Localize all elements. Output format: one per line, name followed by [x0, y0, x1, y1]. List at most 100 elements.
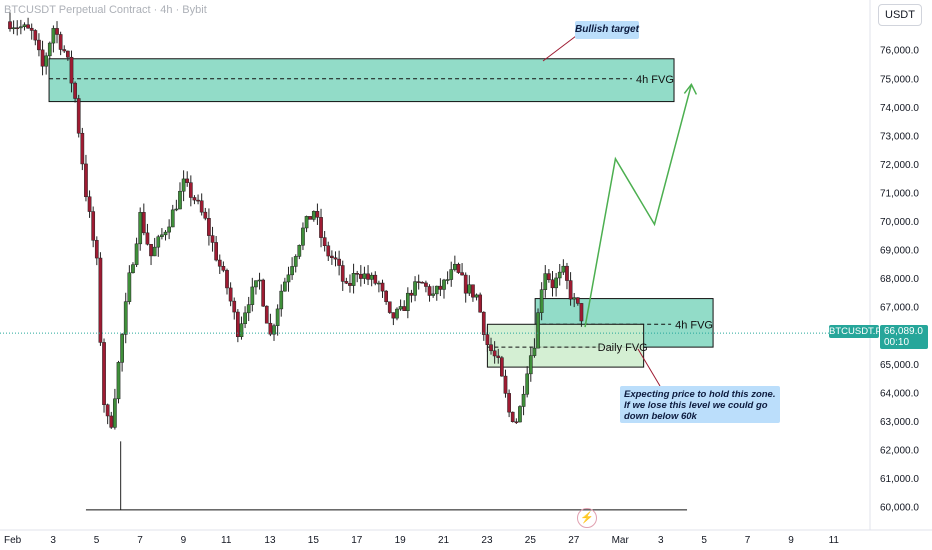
- candle-body: [185, 178, 190, 183]
- candle-body: [463, 274, 468, 294]
- x-tick-label: 25: [525, 535, 537, 546]
- fvg-zone-label: 4h FVG: [636, 74, 674, 86]
- candle-body: [178, 190, 182, 210]
- projection-arrowhead: [683, 83, 698, 95]
- hold-zone-pointer: [637, 348, 661, 387]
- candle-body: [47, 42, 52, 57]
- candle-body: [297, 244, 302, 257]
- y-tick-label: 61,000.0: [880, 474, 919, 485]
- projection-path: [584, 84, 693, 328]
- candle-body: [380, 282, 385, 292]
- candle-body: [214, 242, 219, 261]
- candle-body: [141, 212, 146, 234]
- candle-body: [58, 34, 63, 50]
- x-tick-label: 27: [568, 535, 580, 546]
- candle-body: [239, 323, 244, 338]
- candle-body: [431, 293, 435, 296]
- y-tick-label: 62,000.0: [880, 445, 919, 456]
- candle-body: [37, 39, 41, 51]
- candle-body: [485, 334, 490, 345]
- candle-body: [409, 292, 414, 296]
- candle-body: [438, 285, 443, 290]
- tradingview-logo[interactable]: ⚡: [577, 508, 597, 528]
- candle-body: [170, 209, 175, 228]
- candle-body: [304, 216, 309, 229]
- candle-body: [550, 279, 555, 289]
- candle-body: [236, 311, 240, 338]
- candle-body: [217, 259, 222, 267]
- y-tick-label: 64,000.0: [880, 388, 919, 399]
- bar-countdown: 00:10: [884, 337, 910, 348]
- candle-body: [420, 282, 425, 284]
- candle-body: [51, 28, 56, 44]
- x-tick-label: 19: [395, 535, 407, 546]
- candle-body: [160, 234, 164, 237]
- candle-body: [275, 308, 280, 326]
- candle-body: [330, 255, 334, 258]
- candle-body: [398, 306, 403, 310]
- candle-body: [366, 273, 370, 280]
- candle-body: [326, 245, 331, 257]
- candle-body: [572, 297, 577, 300]
- candle-body: [188, 182, 193, 198]
- y-tick-label: 71,000.0: [880, 188, 919, 199]
- candle-body: [539, 289, 544, 313]
- bullish-target-pointer: [542, 35, 577, 62]
- candle-body: [26, 24, 30, 29]
- candles: [8, 12, 584, 510]
- candle-body: [84, 163, 88, 198]
- candle-body: [228, 287, 233, 302]
- x-tick-label: 9: [788, 535, 794, 546]
- candle-body: [301, 227, 305, 246]
- x-tick-label: 3: [658, 535, 664, 546]
- y-tick-label: 72,000.0: [880, 160, 919, 171]
- candle-body: [322, 237, 327, 247]
- currency-button[interactable]: USDT: [878, 4, 922, 26]
- candle-body: [131, 264, 135, 274]
- candle-body: [369, 274, 374, 280]
- y-tick-label: 63,000.0: [880, 417, 919, 428]
- candle-body: [19, 26, 23, 29]
- candle-body: [528, 355, 533, 375]
- hold-zone-note: Expecting price to hold this zone. If we…: [620, 386, 780, 423]
- candle-body: [109, 415, 114, 428]
- candle-body: [387, 301, 392, 313]
- candle-body: [561, 265, 566, 273]
- candle-body: [337, 258, 341, 266]
- candle-body: [308, 216, 313, 220]
- last-price-label: 66,089.0 00:10: [880, 325, 928, 349]
- y-tick-label: 60,000.0: [880, 503, 919, 514]
- candle-body: [351, 273, 356, 286]
- candle-body: [362, 273, 367, 279]
- x-tick-label: 21: [438, 535, 450, 546]
- candle-body: [272, 325, 276, 335]
- candle-body: [442, 279, 446, 290]
- candle-body: [449, 269, 454, 280]
- candle-body: [250, 286, 255, 305]
- candle-body: [91, 211, 96, 241]
- candle-body: [503, 375, 508, 394]
- candle-body: [471, 284, 475, 298]
- candle-body: [221, 266, 226, 271]
- candle-body: [66, 50, 70, 58]
- candle-body: [311, 211, 316, 220]
- candle-body: [123, 301, 128, 335]
- x-tick-label: 3: [50, 535, 56, 546]
- x-tick-label: 5: [701, 535, 707, 546]
- candle-body: [507, 393, 511, 413]
- candle-body: [76, 98, 81, 134]
- x-tick-label: Feb: [4, 535, 22, 546]
- candle-body: [474, 294, 479, 298]
- candle-body: [199, 200, 204, 213]
- candle-body: [29, 27, 34, 31]
- candle-body: [207, 218, 211, 236]
- symbol-label: BTCUSDT.P: [829, 325, 882, 338]
- candle-body: [203, 211, 208, 219]
- candle-body: [358, 273, 363, 279]
- candle-body: [116, 362, 121, 400]
- candle-body: [373, 274, 378, 284]
- candle-body: [575, 297, 580, 304]
- candle-body: [293, 256, 298, 267]
